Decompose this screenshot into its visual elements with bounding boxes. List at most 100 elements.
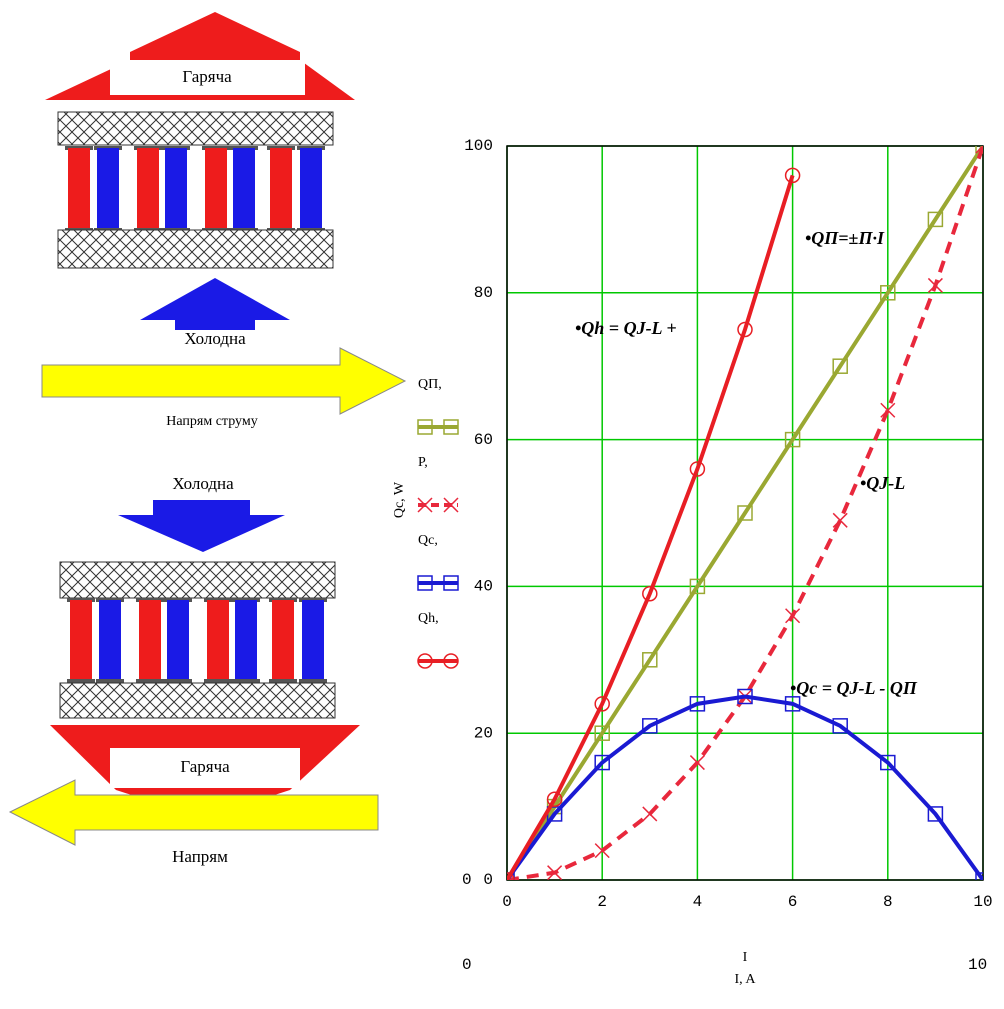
y-tick-label: 20 (474, 724, 493, 742)
marker (927, 806, 944, 822)
pillar (205, 148, 227, 230)
marker (880, 285, 896, 301)
marker (689, 578, 706, 595)
y-axis-label: Qc, W (392, 481, 407, 518)
marker (737, 321, 753, 338)
y-tick-label: 80 (474, 284, 493, 302)
pillar (99, 600, 121, 681)
marker (784, 167, 801, 184)
series-line (507, 146, 983, 880)
marker (784, 696, 801, 712)
marker (785, 608, 801, 624)
pillar (272, 600, 294, 681)
y-tick-label: 100 (464, 137, 493, 155)
x-var-label: I (743, 950, 748, 965)
pillar (70, 600, 92, 681)
annotation: •Qc = QJ-L - QΠ (790, 678, 918, 698)
legend-label: Qh, (418, 611, 439, 626)
series-line (507, 146, 983, 880)
x-tick-label: 4 (693, 893, 703, 911)
pillar (235, 600, 257, 681)
series-line (507, 694, 983, 880)
cap (299, 679, 327, 683)
marker (880, 754, 896, 771)
legend-label: Qc, (418, 533, 438, 548)
marker (832, 358, 848, 374)
marker (737, 688, 753, 705)
x-tick-label: 10 (973, 893, 992, 911)
pillars (67, 598, 327, 683)
annotation: •Qh = QJ-L + (575, 318, 677, 338)
marker (927, 277, 943, 293)
pillar (302, 600, 324, 681)
series-line (507, 174, 795, 880)
plate (57, 111, 334, 146)
y-tick-label: 40 (474, 578, 493, 596)
pillars (65, 146, 325, 232)
pillar (97, 148, 119, 230)
pillar (300, 148, 322, 230)
y-tick-label: 60 (474, 431, 493, 449)
marker (737, 505, 753, 521)
x-axis-label: I, A (735, 972, 757, 987)
marker (832, 718, 848, 734)
marker (594, 725, 610, 741)
cold-label: Холодна (184, 329, 246, 348)
marker (443, 497, 459, 513)
marker (417, 419, 433, 435)
marker (975, 146, 983, 154)
y-min-label: 0 (462, 871, 472, 889)
marker (547, 865, 563, 880)
marker (417, 575, 433, 591)
cap (67, 679, 95, 683)
marker (689, 696, 706, 712)
pillar (68, 148, 90, 230)
peltier-diagram: Гаряча Холодна Напрям струму Холодна Гар… (8, 12, 407, 866)
cap (232, 679, 260, 683)
marker (689, 461, 706, 477)
series-layer (507, 146, 983, 880)
cap (204, 679, 232, 683)
marker (642, 585, 658, 602)
pillar (207, 600, 229, 681)
plate (59, 682, 336, 719)
marker (443, 653, 459, 669)
label-box (110, 60, 305, 95)
annotation: •QΠ=±Π·I (805, 228, 885, 248)
plate (59, 561, 336, 599)
marker (417, 653, 433, 669)
marker (594, 754, 610, 771)
x-tick-label: 8 (883, 893, 893, 911)
marker (880, 402, 896, 418)
cold-arrow (118, 500, 285, 552)
marker (417, 497, 433, 513)
legend-label: P, (418, 455, 428, 470)
label-box (110, 748, 300, 788)
cap (136, 679, 164, 683)
marker (689, 755, 705, 771)
current-label: Напрям (172, 847, 228, 866)
marker (642, 718, 658, 734)
cold-label: Холодна (172, 474, 234, 493)
marker (642, 652, 658, 668)
frame (506, 145, 984, 881)
x-tick-label: 2 (597, 893, 607, 911)
y-tick-label: 0 (483, 871, 493, 889)
marker (832, 512, 848, 528)
cap (269, 679, 297, 683)
marker (784, 431, 801, 448)
cap (96, 679, 124, 683)
marker (546, 791, 563, 808)
pillar (167, 600, 189, 681)
pillar (270, 148, 292, 230)
hot-label: Гаряча (182, 67, 232, 86)
x-min-label: 0 (462, 956, 472, 974)
marker (594, 696, 610, 712)
pillar (137, 148, 159, 230)
cold-arrow (140, 278, 290, 330)
x-tick-label: 0 (502, 893, 512, 911)
pillar (165, 148, 187, 230)
x-tick-label: 6 (788, 893, 798, 911)
pillar (139, 600, 161, 681)
